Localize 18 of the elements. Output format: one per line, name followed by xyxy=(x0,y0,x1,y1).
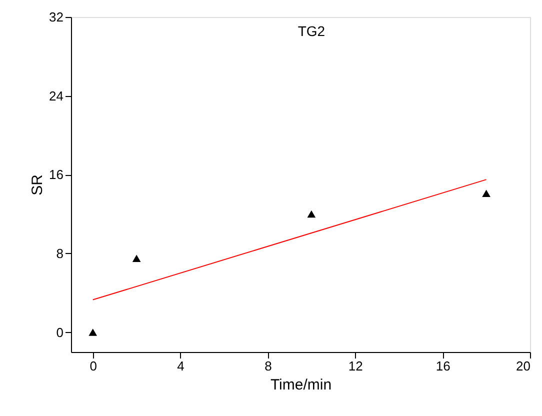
point xyxy=(132,254,141,262)
y-tick-label: 16 xyxy=(49,167,64,182)
x-tick-label: 20 xyxy=(516,358,530,374)
x-tick-label: 4 xyxy=(177,358,184,374)
x-tick-label: 8 xyxy=(264,358,272,374)
x-tick-label: 12 xyxy=(348,358,363,374)
x-tick-label: 0 xyxy=(90,358,97,374)
point xyxy=(307,210,316,218)
x-axis-title: Time/min xyxy=(270,376,332,394)
chart-title: TG2 xyxy=(298,23,326,39)
point xyxy=(482,190,490,197)
y-tick-label: 0 xyxy=(56,324,64,340)
y-tick-label: 24 xyxy=(49,88,64,104)
y-tick-label: 32 xyxy=(49,10,64,24)
y-tick-label: 8 xyxy=(56,246,64,261)
point xyxy=(88,328,98,336)
x-tick-label: 16 xyxy=(436,358,450,374)
y-axis-title: SR xyxy=(29,174,46,196)
